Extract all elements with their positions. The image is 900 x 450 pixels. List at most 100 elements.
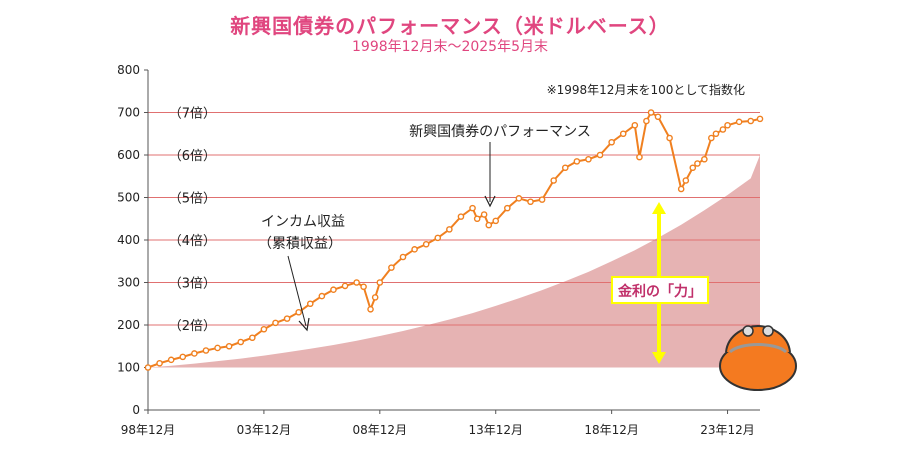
- performance-point: [735, 118, 743, 126]
- performance-point: [689, 164, 697, 172]
- multiple-label: （4倍）: [169, 234, 216, 249]
- kinri-label-box: [611, 276, 709, 304]
- performance-point: [608, 138, 615, 146]
- performance-point: [376, 279, 384, 286]
- income-arrowhead: [298, 317, 310, 332]
- performance-point: [156, 359, 163, 367]
- performance-point: [179, 353, 187, 361]
- performance-point: [643, 117, 650, 125]
- performance-point: [654, 113, 662, 121]
- multiple-label: （5倍）: [169, 192, 216, 207]
- income-annotation: インカム収益: [261, 214, 345, 230]
- multiple-label: （3倍）: [169, 277, 216, 292]
- performance-point: [677, 185, 685, 193]
- performance-point: [272, 319, 279, 327]
- performance-point: [631, 121, 639, 129]
- chart-title: 新興国債券のパフォーマンス（米ドルベース）: [230, 14, 670, 38]
- y-tick-label: 800: [117, 63, 140, 77]
- multiple-label: （2倍）: [169, 319, 216, 334]
- y-tick-label: 200: [117, 318, 140, 332]
- income-area: [148, 155, 760, 368]
- x-tick-label: 18年12月: [584, 423, 639, 437]
- performance-point: [719, 126, 727, 133]
- index-note: ※1998年12月末を100として指数化: [547, 82, 745, 97]
- performance-point: [225, 342, 233, 350]
- performance-annotation: 新興国債券のパフォーマンス: [409, 124, 591, 140]
- x-tick-label: 13年12月: [468, 423, 523, 437]
- y-tick-label: 400: [117, 233, 140, 247]
- performance-point: [318, 292, 326, 300]
- performance-point: [411, 246, 418, 253]
- performance-point: [422, 240, 430, 248]
- performance-point: [708, 134, 715, 142]
- purse-icon: [719, 324, 797, 391]
- performance-arrowhead: [484, 195, 496, 208]
- performance-point: [538, 196, 546, 203]
- performance-point: [619, 130, 627, 138]
- performance-point: [295, 308, 302, 316]
- x-tick-label: 98年12月: [121, 423, 176, 437]
- performance-point: [434, 234, 442, 242]
- performance-point: [237, 338, 245, 346]
- performance-point: [561, 164, 569, 172]
- kinri-arrowhead-up: [652, 202, 666, 214]
- kinri-label: 金利の「力」: [617, 283, 702, 300]
- performance-point: [457, 213, 465, 220]
- x-tick-label: 08年12月: [353, 423, 408, 437]
- performance-point: [682, 177, 690, 184]
- performance-point: [388, 264, 395, 271]
- performance-point: [191, 350, 198, 357]
- performance-point: [485, 221, 493, 229]
- x-tick-label: 03年12月: [237, 423, 292, 437]
- performance-point: [202, 347, 210, 354]
- performance-point: [367, 305, 374, 313]
- performance-point: [573, 158, 581, 165]
- performance-point: [504, 204, 511, 212]
- performance-point: [694, 160, 701, 167]
- performance-point: [550, 177, 557, 184]
- performance-point: [341, 282, 349, 290]
- y-tick-label: 500: [117, 191, 140, 205]
- performance-point: [306, 300, 314, 308]
- performance-point: [666, 134, 673, 142]
- performance-point: [283, 315, 291, 322]
- x-tick-label: 23年12月: [700, 423, 755, 437]
- y-tick-label: 100: [117, 361, 140, 375]
- performance-point: [527, 198, 534, 206]
- performance-point: [371, 294, 379, 301]
- kinri-arrowhead-down: [652, 352, 666, 364]
- performance-point: [353, 279, 360, 286]
- multiple-label: （7倍）: [169, 107, 216, 122]
- performance-point: [724, 121, 731, 129]
- performance-point: [585, 155, 592, 163]
- performance-point: [144, 364, 152, 371]
- performance-point: [747, 117, 755, 125]
- y-tick-label: 600: [117, 148, 140, 162]
- performance-point: [260, 325, 268, 333]
- performance-point: [712, 130, 720, 138]
- performance-point: [167, 356, 175, 364]
- performance-point: [515, 195, 523, 202]
- performance-point: [249, 334, 256, 342]
- performance-point: [756, 115, 764, 123]
- performance-point: [473, 215, 481, 223]
- performance-point: [399, 253, 407, 261]
- performance-point: [446, 226, 453, 233]
- y-tick-label: 0: [132, 403, 140, 417]
- performance-point: [480, 211, 488, 218]
- performance-point: [596, 151, 604, 159]
- performance-point: [701, 155, 708, 163]
- performance-point: [647, 109, 655, 116]
- income-annotation-sub: （累積収益）: [258, 236, 342, 252]
- y-tick-label: 700: [117, 106, 140, 120]
- income-arrow: [287, 255, 307, 327]
- multiple-label: （6倍）: [169, 149, 216, 164]
- performance-point: [492, 217, 500, 225]
- performance-point: [214, 344, 221, 352]
- performance-point: [636, 153, 643, 161]
- performance-point: [469, 204, 476, 212]
- performance-line: [147, 111, 761, 369]
- chart-subtitle: 1998年12月末～2025年5月末: [352, 39, 548, 55]
- performance-point: [330, 286, 337, 294]
